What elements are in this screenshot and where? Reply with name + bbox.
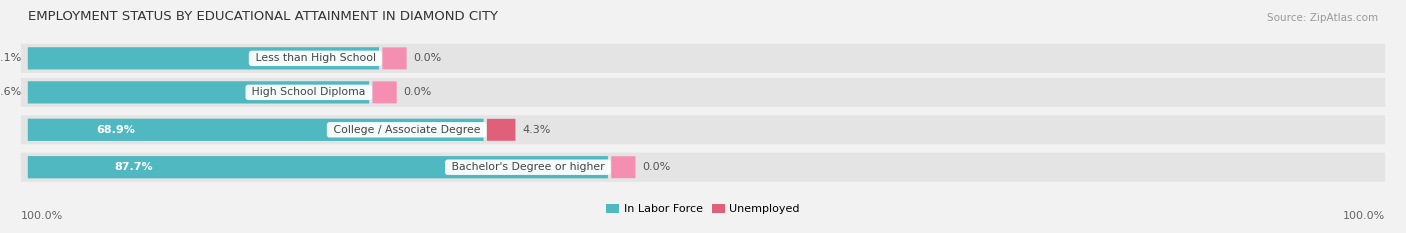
FancyBboxPatch shape [28,156,607,178]
FancyBboxPatch shape [486,119,516,141]
Text: 87.7%: 87.7% [115,162,153,172]
Text: 0.0%: 0.0% [404,87,432,97]
Text: 100.0%: 100.0% [1343,211,1385,221]
Text: Less than High School: Less than High School [252,53,380,63]
Text: Source: ZipAtlas.com: Source: ZipAtlas.com [1267,14,1378,24]
Text: 51.6%: 51.6% [0,87,21,97]
Legend: In Labor Force, Unemployed: In Labor Force, Unemployed [602,200,804,219]
Text: 0.0%: 0.0% [643,162,671,172]
FancyBboxPatch shape [21,78,1385,107]
FancyBboxPatch shape [382,47,406,69]
FancyBboxPatch shape [21,44,1385,73]
FancyBboxPatch shape [28,81,370,103]
Text: College / Associate Degree: College / Associate Degree [329,125,484,135]
FancyBboxPatch shape [28,119,484,141]
Text: High School Diploma: High School Diploma [249,87,370,97]
FancyBboxPatch shape [28,47,380,69]
FancyBboxPatch shape [21,115,1385,144]
FancyBboxPatch shape [373,81,396,103]
Text: 0.0%: 0.0% [413,53,441,63]
Text: 53.1%: 53.1% [0,53,21,63]
Text: EMPLOYMENT STATUS BY EDUCATIONAL ATTAINMENT IN DIAMOND CITY: EMPLOYMENT STATUS BY EDUCATIONAL ATTAINM… [28,10,498,24]
FancyBboxPatch shape [612,156,636,178]
Text: 100.0%: 100.0% [21,211,63,221]
Text: 4.3%: 4.3% [522,125,551,135]
FancyBboxPatch shape [21,153,1385,182]
Text: 68.9%: 68.9% [96,125,135,135]
Text: Bachelor's Degree or higher: Bachelor's Degree or higher [447,162,607,172]
